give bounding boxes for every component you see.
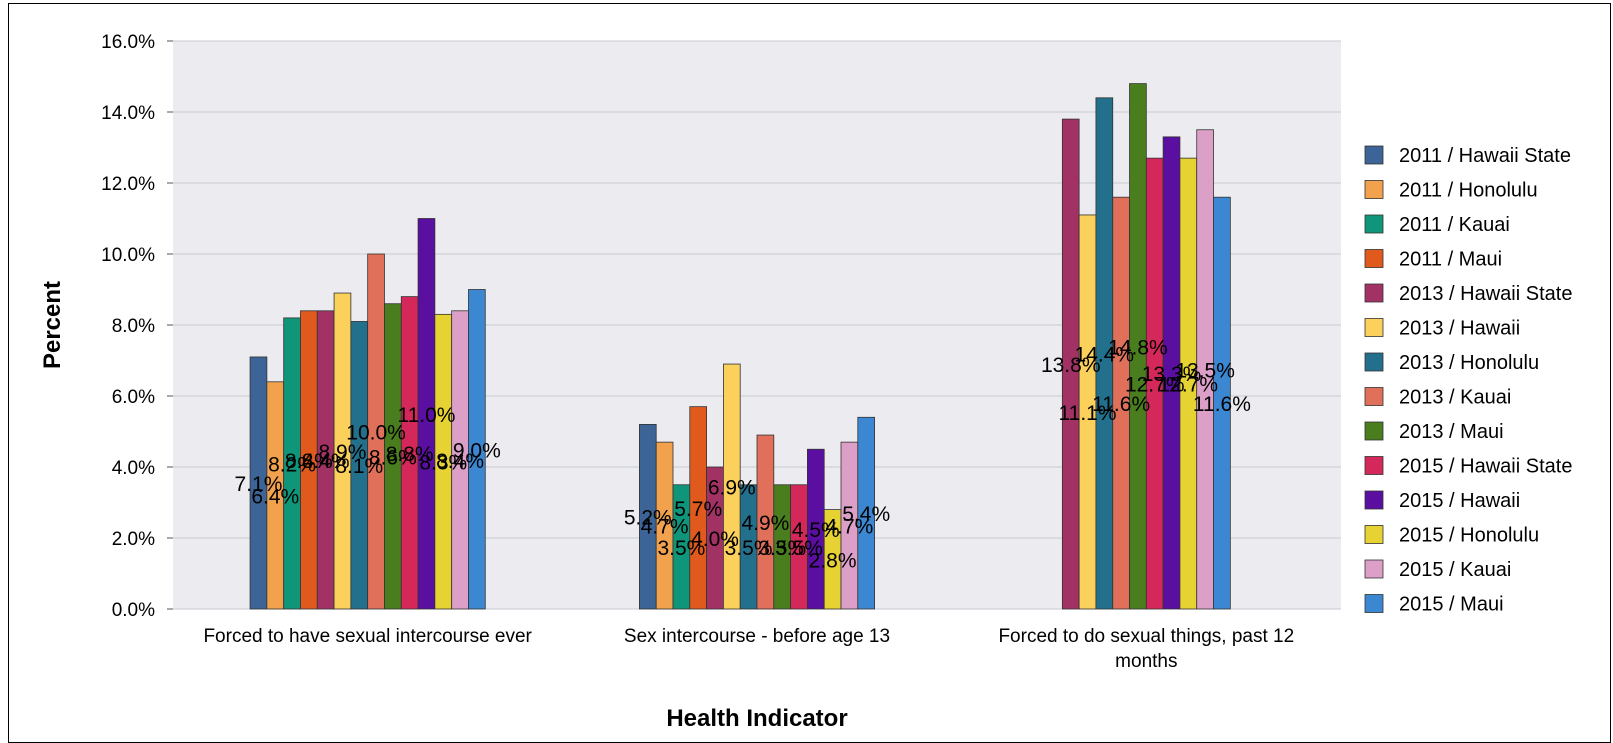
data-label: 5.4% bbox=[842, 503, 890, 526]
data-label: 13.5% bbox=[1175, 359, 1235, 382]
data-label: 2.8% bbox=[809, 549, 857, 572]
legend-label: 2015 / Maui bbox=[1399, 594, 1504, 616]
data-label: 3.5% bbox=[725, 537, 773, 560]
legend-swatch bbox=[1364, 214, 1384, 234]
legend-label: 2015 / Hawaii bbox=[1399, 490, 1520, 512]
data-label: 4.0% bbox=[691, 528, 739, 551]
legend-swatch bbox=[1364, 352, 1384, 372]
legend-swatch bbox=[1364, 421, 1384, 441]
legend-label: 2011 / Kauai bbox=[1399, 214, 1510, 236]
legend-swatch bbox=[1364, 318, 1384, 337]
data-label: 13.3% bbox=[1142, 363, 1202, 386]
y-tick-label: 10.0% bbox=[101, 245, 155, 266]
data-label: 11.6% bbox=[1193, 393, 1251, 416]
legend-swatch bbox=[1364, 249, 1384, 268]
y-tick-label: 16.0% bbox=[101, 32, 155, 53]
legend-swatch bbox=[1364, 559, 1384, 579]
bar bbox=[1213, 196, 1231, 610]
x-axis-categories: Forced to have sexual intercourse ever Se… bbox=[203, 626, 1294, 672]
x-category-label: Forced to do sexual things, past 12 bbox=[998, 626, 1294, 647]
legend-label: 2011 / Maui bbox=[1399, 249, 1502, 271]
data-label: 14.8% bbox=[1108, 336, 1168, 359]
bar bbox=[468, 289, 486, 610]
x-category-label: Forced to have sexual intercourse ever bbox=[203, 626, 532, 647]
data-label: 4.7% bbox=[641, 516, 689, 539]
y-tick-label: 12.0% bbox=[101, 174, 155, 195]
legend-swatch bbox=[1364, 456, 1384, 475]
data-label: 3.5% bbox=[775, 537, 823, 560]
data-label: 13.8% bbox=[1041, 354, 1101, 377]
legend-label: 2011 / Hawaii State bbox=[1399, 145, 1571, 167]
legend-label: 2013 / Hawaii State bbox=[1399, 283, 1572, 305]
y-tick-label: 2.0% bbox=[112, 529, 155, 550]
legend-swatch bbox=[1364, 180, 1384, 199]
data-label: 8.4% bbox=[436, 450, 484, 473]
data-label: 8.6% bbox=[369, 446, 417, 469]
legend-swatch bbox=[1364, 525, 1384, 544]
data-label: 11.1% bbox=[1059, 402, 1117, 425]
legend-label: 2013 / Honolulu bbox=[1399, 352, 1539, 374]
data-label: 5.7% bbox=[674, 498, 722, 521]
data-label: 3.5% bbox=[657, 537, 705, 560]
legend-swatch bbox=[1364, 387, 1384, 406]
legend-label: 2013 / Kauai bbox=[1399, 387, 1511, 409]
legend-label: 2013 / Maui bbox=[1399, 421, 1504, 443]
y-tick-label: 0.0% bbox=[112, 600, 155, 621]
data-label: 4.5% bbox=[792, 519, 840, 542]
data-label: 4.7% bbox=[825, 516, 873, 539]
y-axis-title: Percent bbox=[39, 281, 66, 369]
legend-label: 2015 / Kauai bbox=[1399, 559, 1511, 581]
data-label: 11.6% bbox=[1092, 393, 1150, 416]
data-label: 9.0% bbox=[453, 439, 501, 462]
data-label: 8.8% bbox=[386, 443, 434, 466]
y-tick-label: 4.0% bbox=[112, 458, 155, 479]
legend-label: 2011 / Honolulu bbox=[1399, 180, 1538, 202]
data-label: 4.9% bbox=[741, 512, 789, 535]
y-tick-label: 8.0% bbox=[112, 316, 155, 337]
data-label: 12.7% bbox=[1125, 374, 1185, 397]
data-label: 6.9% bbox=[708, 477, 756, 500]
data-label: 6.4% bbox=[251, 485, 299, 508]
data-label: 8.2% bbox=[268, 453, 316, 476]
data-label: 8.4% bbox=[302, 450, 350, 473]
data-labels: 7.1%6.4%8.2%8.4%8.4%8.9%8.1%10.0%8.6%8.8… bbox=[235, 336, 1251, 572]
data-label: 8.4% bbox=[285, 450, 333, 473]
data-label: 8.9% bbox=[319, 441, 367, 464]
bars bbox=[249, 83, 1231, 610]
legend-swatch bbox=[1364, 490, 1384, 510]
y-axis-ticks: 0.0% 2.0% 4.0% 6.0% 8.0% 10.0% 12.0% 14.0% 16.0% bbox=[101, 32, 155, 621]
legend-label: 2015 / Honolulu bbox=[1399, 525, 1539, 547]
data-label: 7.1% bbox=[235, 473, 283, 496]
data-label: 8.1% bbox=[335, 455, 383, 478]
data-label: 11.0% bbox=[397, 404, 455, 427]
legend-label: 2013 / Hawaii bbox=[1399, 318, 1520, 340]
data-label: 5.2% bbox=[624, 507, 672, 530]
legend-label: 2015 / Hawaii State bbox=[1399, 456, 1572, 478]
x-axis-title: Health Indicator bbox=[666, 705, 847, 732]
data-label: 8.3% bbox=[419, 452, 467, 475]
x-category-label: Sex intercourse - before age 13 bbox=[624, 626, 890, 647]
bar bbox=[857, 416, 875, 610]
data-label: 12.7% bbox=[1159, 374, 1219, 397]
y-tick-label: 14.0% bbox=[101, 103, 155, 124]
y-tick-label: 6.0% bbox=[112, 387, 155, 408]
legend-swatch bbox=[1364, 145, 1384, 165]
x-category-label: months bbox=[1115, 651, 1177, 672]
legend: 2011 / Hawaii State 2011 / Honolulu 2011 /… bbox=[1364, 145, 1572, 616]
data-label: 10.0% bbox=[346, 422, 406, 445]
data-label: 14.4% bbox=[1075, 343, 1135, 366]
legend-swatch bbox=[1364, 283, 1384, 303]
legend-swatch bbox=[1364, 594, 1384, 613]
data-label: 3.5% bbox=[758, 537, 806, 560]
